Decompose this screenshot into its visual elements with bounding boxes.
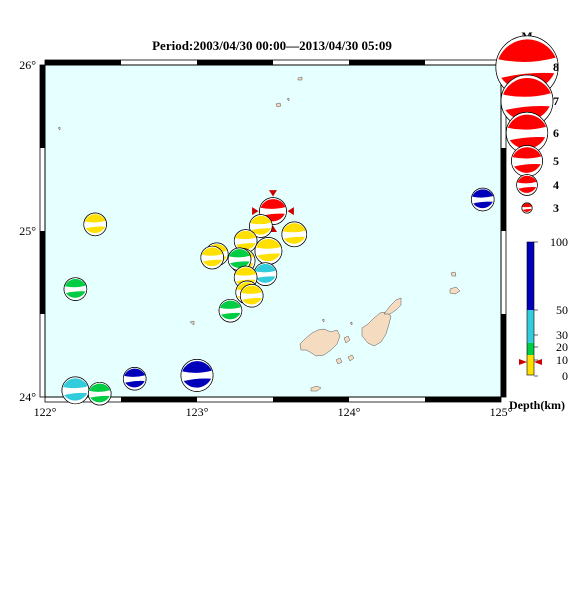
iriomote-island-east <box>361 311 392 347</box>
event-marker <box>218 298 243 323</box>
focal-mechanisms <box>61 187 495 406</box>
longitude-tick-label: 123° <box>186 405 209 419</box>
magnitude-legend-ball <box>521 202 533 214</box>
depth-bar-frame <box>526 241 535 376</box>
event-marker <box>61 376 90 405</box>
depth-unit-label: Depth(km) <box>509 398 565 412</box>
ishigaki-island <box>299 328 341 357</box>
event-marker <box>239 283 264 308</box>
period-title: Period:2003/04/30 00:00––2013/04/30 05:0… <box>152 38 392 53</box>
event-marker <box>233 229 258 253</box>
magnitude-legend-label: 5 <box>553 154 559 168</box>
kuroshima-spit <box>383 297 402 315</box>
map-frame: 122° 123° 124° 125° 24° 25° 26° <box>19 58 512 419</box>
depth-bar-deep <box>527 242 534 310</box>
magnitude-legend-items: 8 7 6 5 4 3 <box>495 35 559 215</box>
minna-island <box>450 271 457 277</box>
depth-tick-label: 10 <box>556 353 568 367</box>
hateruma-island <box>310 385 322 392</box>
depth-bar-mid-deep <box>527 310 534 343</box>
islet-north-3 <box>286 97 290 102</box>
event-marker <box>253 262 278 286</box>
latitude-tick-label: 25° <box>19 224 36 238</box>
islet-3 <box>321 318 325 323</box>
depth-tick-label: 0 <box>562 369 568 383</box>
small-island-a <box>335 357 343 365</box>
event-marker <box>83 212 107 237</box>
event-marker <box>63 277 88 301</box>
magnitude-legend-ball <box>505 111 549 155</box>
latitude-labels: 24° 25° 26° <box>19 58 36 404</box>
depth-tick-label: 30 <box>556 328 568 342</box>
event-marker <box>254 237 283 265</box>
magnitude-legend-label: 8 <box>553 60 559 74</box>
taketomi-island <box>343 335 351 344</box>
magnitude-legend-label: 7 <box>553 94 559 108</box>
longitude-tick-label: 122° <box>34 405 57 419</box>
event-marker <box>281 221 308 248</box>
depth-bar-mid <box>527 343 534 355</box>
magnitude-legend-label: 6 <box>553 126 559 140</box>
depth-tick-label: 50 <box>556 303 568 317</box>
event-marker <box>249 214 273 238</box>
frame-bars <box>39 59 507 403</box>
magnitude-legend-label: 4 <box>553 178 559 192</box>
event-marker <box>122 366 147 391</box>
event-marker <box>471 187 495 212</box>
longitude-tick-label: 124° <box>338 405 361 419</box>
latest-depth-marker <box>519 359 542 365</box>
islet-north-1 <box>297 76 303 81</box>
longitude-labels: 122° 123° 124° 125° <box>34 405 513 419</box>
small-island-b <box>347 354 355 362</box>
depth-tick-label: 20 <box>556 340 568 354</box>
event-marker <box>180 359 214 392</box>
depth-tick-label: 100 <box>550 235 568 249</box>
latitude-tick-label: 24° <box>19 390 36 404</box>
magnitude-legend-label: 3 <box>553 201 559 215</box>
latitude-tick-label: 26° <box>19 58 36 72</box>
event-marker <box>227 247 252 271</box>
magnitude-legend-ball <box>511 145 543 177</box>
magnitude-legend-ball <box>500 74 554 128</box>
tarama-island <box>449 286 461 295</box>
depth-bar-shallow <box>527 355 534 375</box>
event-marker <box>87 381 112 406</box>
islet-1 <box>189 320 195 326</box>
islet-4 <box>57 126 61 131</box>
longitude-tick-label: 125° <box>490 405 513 419</box>
islet-2 <box>349 321 353 326</box>
land-layer <box>57 76 461 392</box>
event-marker <box>200 245 224 270</box>
magnitude-legend-ball <box>516 174 538 196</box>
islet-north-2 <box>275 102 282 108</box>
